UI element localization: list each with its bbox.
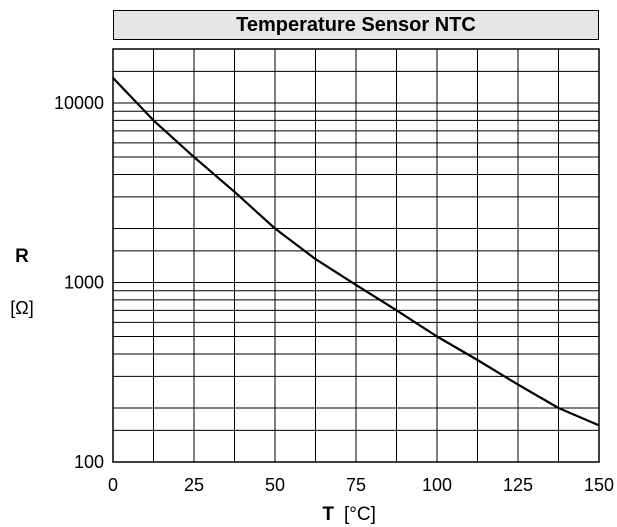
x-axis-unit: [°C] <box>344 504 376 525</box>
plot-frame <box>112 48 600 463</box>
grid <box>112 48 600 463</box>
x-tick-label: 150 <box>584 475 614 495</box>
y-tick-label: 10000 <box>54 93 104 113</box>
x-tick-label: 125 <box>503 475 533 495</box>
tick-labels: 0 25 50 75 100 125 150 100 1000 10000 <box>54 93 614 495</box>
x-tick-label: 50 <box>265 475 285 495</box>
x-tick-label: 0 <box>108 475 118 495</box>
series-line-0 <box>112 77 600 427</box>
x-tick-label: 100 <box>422 475 452 495</box>
y-tick-label: 1000 <box>64 273 104 293</box>
y-axis-unit: [Ω] <box>10 298 33 318</box>
y-tick-label: 100 <box>74 452 104 472</box>
x-tick-label: 75 <box>346 475 366 495</box>
series <box>112 77 600 427</box>
x-tick-label: 25 <box>184 475 204 495</box>
axis-labels: T [°C] R [Ω] <box>10 246 376 525</box>
chart-title: Temperature Sensor NTC <box>113 10 599 40</box>
x-axis-label: T <box>322 504 334 525</box>
y-axis-label: R <box>15 246 29 267</box>
